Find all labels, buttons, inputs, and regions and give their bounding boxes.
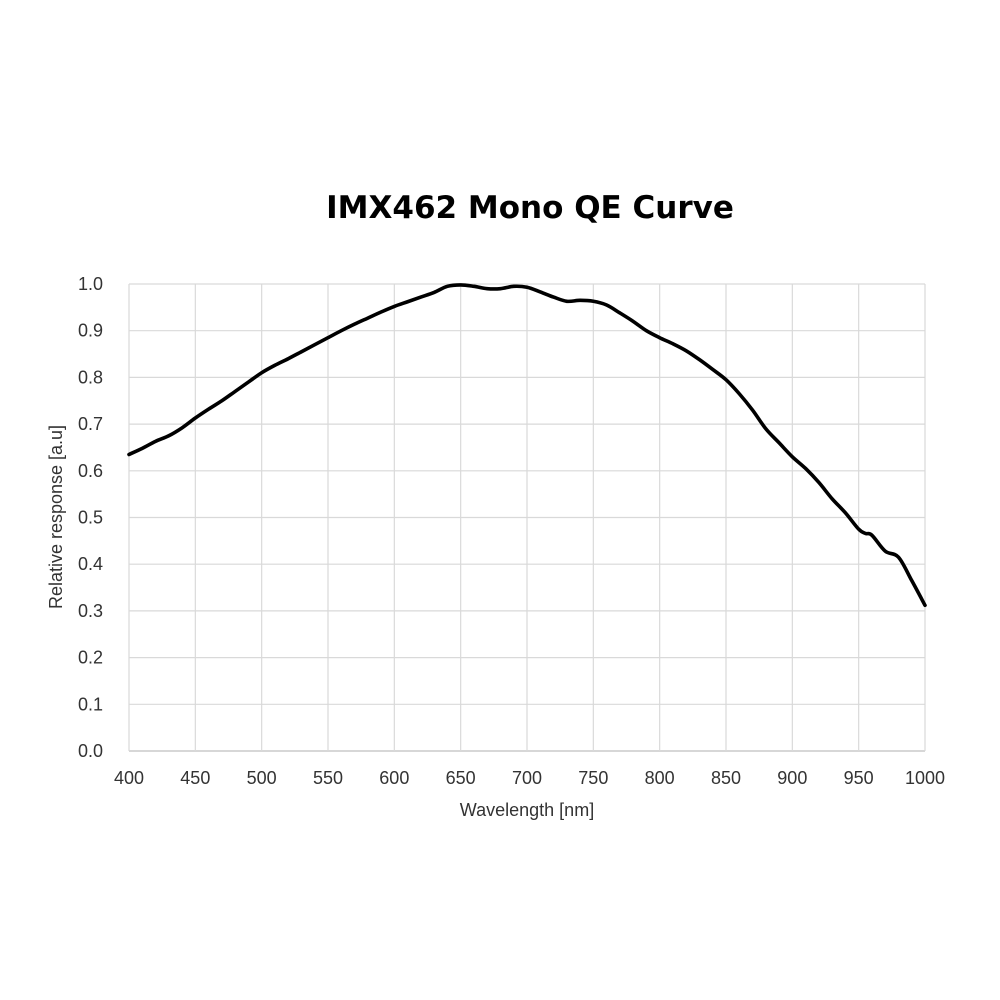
x-tick-label: 450 (180, 768, 210, 788)
x-tick-label: 750 (578, 768, 608, 788)
x-tick-label: 900 (777, 768, 807, 788)
x-tick-label: 500 (247, 768, 277, 788)
y-axis-title: Relative response [a.u] (46, 425, 66, 609)
y-tick-label: 1.0 (78, 274, 103, 294)
series-layer (127, 283, 927, 608)
x-tick-label: 650 (446, 768, 476, 788)
grid (128, 283, 926, 752)
y-tick-label: 0.7 (78, 414, 103, 434)
x-tick-label: 850 (711, 768, 741, 788)
x-tick-label: 950 (844, 768, 874, 788)
x-tick-label: 1000 (905, 768, 945, 788)
x-tick-label: 600 (379, 768, 409, 788)
y-tick-label: 0.9 (78, 321, 103, 341)
x-tick-label: 700 (512, 768, 542, 788)
chart-title: IMX462 Mono QE Curve (326, 190, 734, 226)
qe-curve-line (127, 283, 927, 608)
y-tick-label: 0.5 (78, 508, 103, 528)
y-axis-ticks: 0.0 0.1 0.2 0.3 0.4 0.5 0.6 0.7 0.8 0.9 1.0 (78, 274, 103, 761)
y-tick-label: 0.3 (78, 601, 103, 621)
x-axis-title: Wavelength [nm] (460, 800, 594, 820)
x-tick-label: 550 (313, 768, 343, 788)
y-tick-label: 0.0 (78, 741, 103, 761)
y-tick-label: 0.2 (78, 648, 103, 668)
x-tick-label: 800 (645, 768, 675, 788)
y-tick-label: 0.4 (78, 554, 103, 574)
y-tick-label: 0.6 (78, 461, 103, 481)
y-tick-label: 0.8 (78, 367, 103, 387)
x-axis-ticks: 400 450 500 550 600 650 700 750 800 850 900 950 1000 (114, 768, 945, 788)
x-tick-label: 400 (114, 768, 144, 788)
y-tick-label: 0.1 (78, 694, 103, 714)
